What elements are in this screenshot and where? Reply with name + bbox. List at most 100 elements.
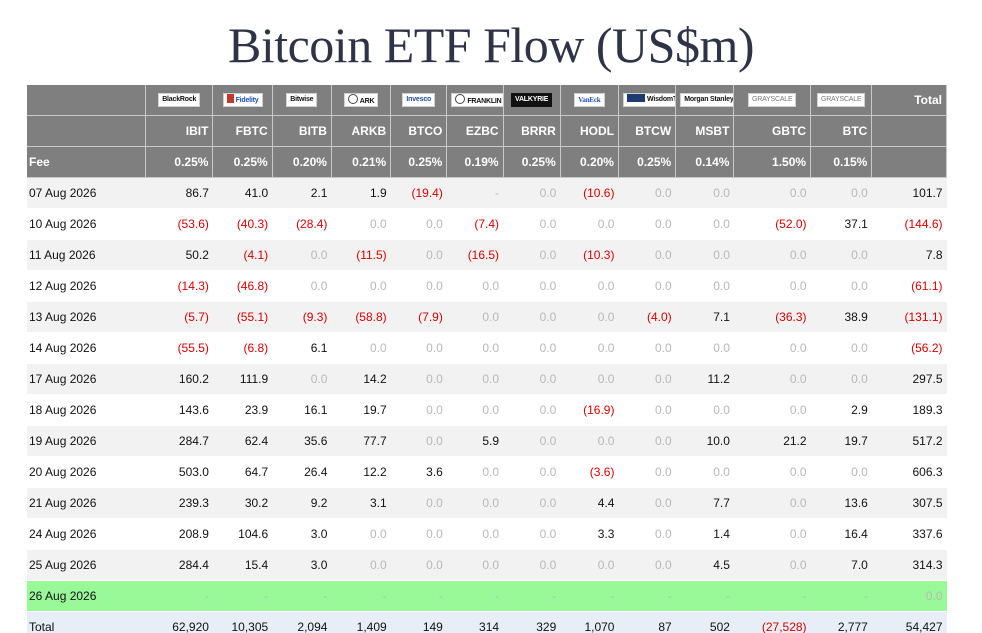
fidelity-mark-icon <box>226 94 234 104</box>
total-cell-ezbc: 314 <box>446 611 504 633</box>
logo-text: GRAYSCALE <box>820 96 862 104</box>
flow-cell-fbtc: 111.9 <box>212 363 273 395</box>
logo-text: FRANKLIN TEMPLETON <box>467 98 502 106</box>
logo-text: Invesco <box>406 96 432 104</box>
ticker-header-row: IBIT FBTC BITB ARKB BTCO EZBC BRRR HODL BTCW MSBT… <box>27 115 947 147</box>
ticker-brrr: BRRR <box>503 115 561 147</box>
flow-cell-fbtc: (55.1) <box>212 301 273 333</box>
row-date: 17 Aug 2026 <box>27 363 146 395</box>
flow-cell-btcw: 0.0 <box>618 208 676 240</box>
flow-cell-hodl: - <box>560 580 619 612</box>
blackrock-logo: BlackRock <box>158 93 201 108</box>
flow-cell-msbt: 0.0 <box>675 177 734 209</box>
flow-cell-hodl: 0.0 <box>560 270 619 302</box>
flow-cell-arkb: 19.7 <box>331 394 391 426</box>
table-row: 21 Aug 2026 239.3 30.2 9.2 3.1 0.0 0.0 0.0 4.4 0.… <box>27 487 947 519</box>
flow-cell-fbtc: 30.2 <box>212 487 273 519</box>
row-date: 19 Aug 2026 <box>27 425 146 457</box>
flow-cell-btco: 0.0 <box>390 394 447 426</box>
flow-cell-arkb: 0.0 <box>331 549 391 581</box>
row-date: 18 Aug 2026 <box>27 394 146 426</box>
row-total: 0.0 <box>871 580 947 612</box>
totals-label: Total <box>27 611 146 633</box>
row-total: (131.1) <box>871 301 947 333</box>
logo-text: ARK <box>359 98 375 106</box>
flow-cell-arkb: 12.2 <box>331 456 391 488</box>
flow-cell-ezbc: (16.5) <box>446 239 504 271</box>
flow-cell-btco: 3.6 <box>390 456 447 488</box>
flow-cell-msbt: 4.5 <box>675 549 734 581</box>
flow-cell-msbt: 0.0 <box>675 456 734 488</box>
flow-cell-btcw: 0.0 <box>618 363 676 395</box>
flow-cell-bitb: 0.0 <box>272 270 332 302</box>
fee-brrr: 0.25% <box>503 146 561 178</box>
flow-cell-bitb: 0.0 <box>272 239 332 271</box>
flow-cell-ibit: (55.5) <box>145 332 213 364</box>
total-cell-msbt: 502 <box>675 611 734 633</box>
flow-cell-bitb: (28.4) <box>272 208 332 240</box>
flow-cell-hodl: 0.0 <box>560 549 619 581</box>
flow-cell-ibit: (14.3) <box>145 270 213 302</box>
flow-cell-fbtc: (4.1) <box>212 239 273 271</box>
flow-cell-btc: 0.0 <box>810 177 872 209</box>
flow-cell-hodl: 4.4 <box>560 487 619 519</box>
flow-cell-ezbc: 5.9 <box>446 425 504 457</box>
wisdomtree-logo: WisdomTree <box>622 93 675 108</box>
flow-cell-btcw: - <box>618 580 676 612</box>
flow-cell-btcw: 0.0 <box>618 332 676 364</box>
flow-cell-bitb: 3.0 <box>272 518 332 550</box>
flow-cell-msbt: 11.2 <box>675 363 734 395</box>
ticker-fbtc: FBTC <box>212 115 273 147</box>
table-row: 13 Aug 2026 (5.7) (55.1) (9.3) (58.8) (7.9) 0.… <box>27 301 947 333</box>
table-row: 11 Aug 2026 50.2 (4.1) 0.0 (11.5) 0.0 (16.5) 0.… <box>27 239 947 271</box>
flow-cell-btcw: 0.0 <box>618 549 676 581</box>
valkyrie-logo: VALKYRIE <box>511 93 553 108</box>
flow-cell-arkb: 0.0 <box>331 518 391 550</box>
flow-cell-btc: 0.0 <box>810 270 872 302</box>
franklin-templeton-mark-icon <box>455 94 466 105</box>
invesco-logo: Invesco <box>402 93 436 108</box>
row-date: 12 Aug 2026 <box>27 270 146 302</box>
logo-text: Bitwise <box>290 96 314 104</box>
flow-cell-msbt: - <box>675 580 734 612</box>
logo-header-row: BlackRock Fidelity Bitwise ARK Invesco FRANKL… <box>27 85 947 116</box>
logo-cell-ibit: BlackRock <box>145 85 214 116</box>
flow-cell-btc: 0.0 <box>810 456 872 488</box>
fee-btco: 0.25% <box>390 146 448 178</box>
row-date: 26 Aug 2026 <box>27 580 146 612</box>
flow-cell-ezbc: (7.4) <box>446 208 504 240</box>
flow-cell-gbtc: 0.0 <box>733 363 811 395</box>
flow-cell-ibit: 284.7 <box>145 425 213 457</box>
flow-cell-hodl: 0.0 <box>560 332 619 364</box>
flow-cell-arkb: 1.9 <box>331 177 391 209</box>
franklin-templeton-logo: FRANKLIN TEMPLETON <box>451 93 503 108</box>
logo-cell-gbtc: GRAYSCALE <box>733 85 812 116</box>
flow-cell-brrr: - <box>503 580 561 612</box>
row-total: 7.8 <box>871 239 947 271</box>
logo-cell-btc: GRAYSCALE <box>810 85 873 116</box>
bitwise-logo: Bitwise <box>286 93 318 108</box>
flow-cell-brrr: 0.0 <box>503 208 561 240</box>
flow-cell-ezbc: 0.0 <box>446 394 504 426</box>
flow-cell-hodl: 0.0 <box>560 363 619 395</box>
flow-cell-brrr: 0.0 <box>503 456 561 488</box>
flow-cell-arkb: 77.7 <box>331 425 391 457</box>
flow-cell-fbtc: 64.7 <box>212 456 273 488</box>
page-title: Bitcoin ETF Flow (US$m) <box>227 17 755 73</box>
logo-cell-msbt: Morgan Stanley <box>675 85 735 116</box>
flow-cell-btcw: 0.0 <box>618 177 676 209</box>
flow-cell-gbtc: - <box>733 580 811 612</box>
flow-cell-gbtc: 0.0 <box>733 456 811 488</box>
flow-cell-bitb: 9.2 <box>272 487 332 519</box>
flow-cell-arkb: 0.0 <box>331 270 391 302</box>
total-cell-brrr: 329 <box>503 611 561 633</box>
flow-cell-btcw: 0.0 <box>618 239 676 271</box>
flow-cell-hodl: (3.6) <box>560 456 619 488</box>
fee-btcw: 0.25% <box>618 146 677 178</box>
flow-cell-btc: 16.4 <box>810 518 872 550</box>
logo-cell-btco: Invesco <box>390 85 448 116</box>
flow-cell-fbtc: 15.4 <box>212 549 273 581</box>
flow-cell-brrr: 0.0 <box>503 363 561 395</box>
table-row: 25 Aug 2026 284.4 15.4 3.0 0.0 0.0 0.0 0.0 0.0 0.… <box>27 549 947 581</box>
total-cell-btco: 149 <box>390 611 447 633</box>
